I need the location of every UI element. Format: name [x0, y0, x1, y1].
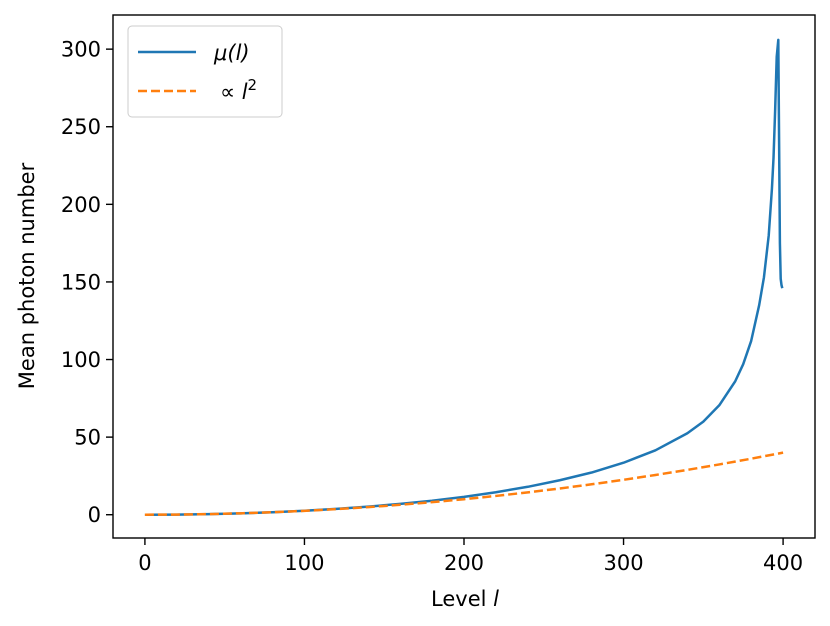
y-tick-label: 150 [61, 270, 101, 294]
x-tick-label: 400 [763, 551, 803, 575]
legend-l2-sup: 2 [248, 76, 258, 94]
y-axis-ticks: 0 50 100 150 200 250 300 [61, 38, 113, 527]
x-axis-label: Level l [431, 587, 499, 611]
series-line-l-squared [144, 451, 784, 516]
legend-label-l2: ∝ l2 [220, 76, 257, 104]
y-tick-label: 0 [88, 503, 101, 527]
legend-mu-symbol: μ [213, 41, 227, 65]
x-axis-label-text: Level [431, 587, 486, 611]
legend-l2-symbol: ∝ [220, 80, 235, 104]
x-tick-label: 300 [603, 551, 643, 575]
y-axis-label: Mean photon number [15, 162, 39, 389]
legend: μ(l) ∝ l2 [127, 25, 283, 118]
x-axis-ticks: 0 100 200 300 400 [138, 538, 803, 575]
plot-lines [144, 38, 784, 516]
x-axis-label-var: l [493, 587, 499, 611]
y-tick-label: 300 [61, 38, 101, 62]
legend-l2-arg: l [242, 80, 248, 104]
y-tick-label: 250 [61, 115, 101, 139]
x-tick-label: 200 [444, 551, 484, 575]
legend-box [127, 25, 283, 118]
x-tick-label: 100 [284, 551, 324, 575]
legend-label-mu: μ(l) [213, 41, 250, 65]
x-tick-label: 0 [138, 551, 151, 575]
y-tick-label: 100 [61, 348, 101, 372]
y-tick-label: 200 [61, 193, 101, 217]
y-tick-label: 50 [74, 426, 101, 450]
legend-mu-arg: (l) [227, 41, 249, 65]
